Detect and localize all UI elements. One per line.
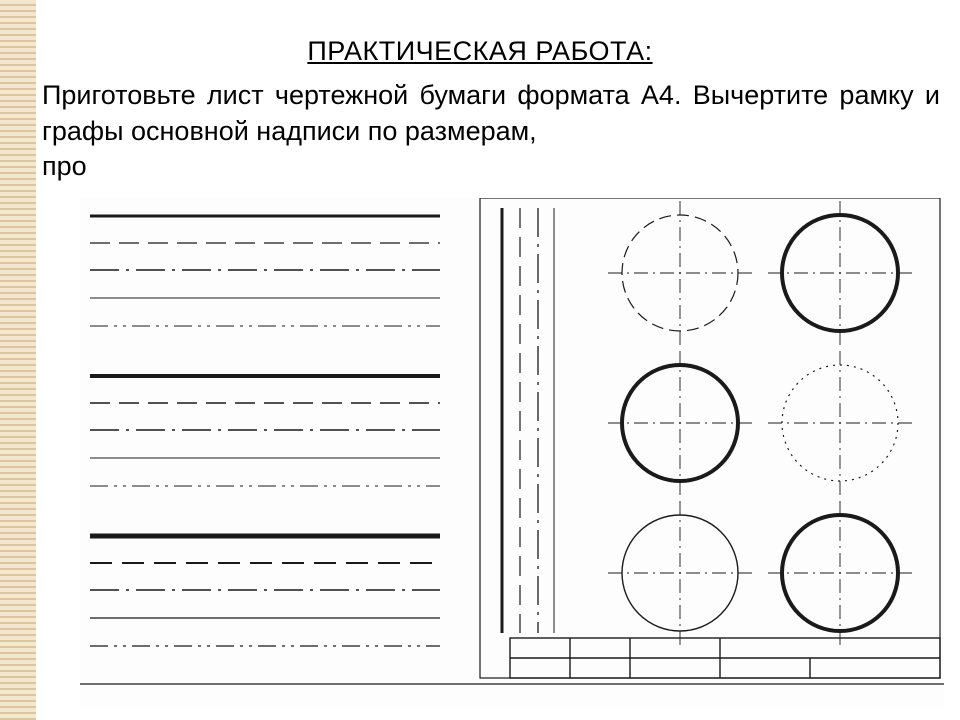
technical-drawing [80, 198, 944, 708]
instruction-truncated: про [42, 151, 87, 181]
instruction-text: Приготовьте лист чертежной бумаги формат… [42, 78, 940, 185]
slide: ПРАКТИЧЕСКАЯ РАБОТА: Приготовьте лист че… [0, 0, 960, 720]
drawing-svg [80, 198, 944, 708]
page-title: ПРАКТИЧЕСКАЯ РАБОТА: [0, 36, 960, 67]
instruction-paragraph: Приготовьте лист чертежной бумаги формат… [42, 80, 940, 146]
decorative-left-band [0, 0, 36, 720]
